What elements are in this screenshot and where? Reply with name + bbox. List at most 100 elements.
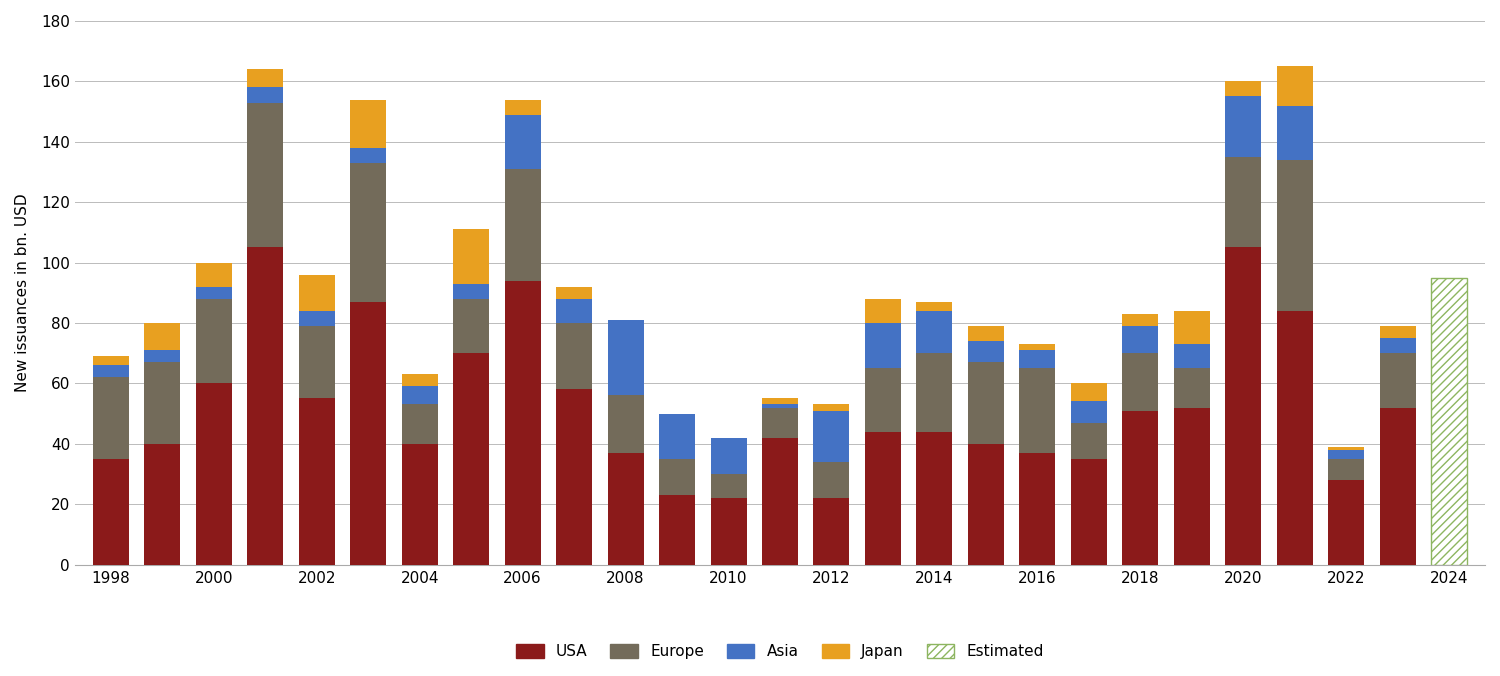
- Bar: [402, 443, 438, 564]
- Bar: [144, 323, 180, 350]
- Bar: [556, 299, 592, 323]
- Bar: [1173, 311, 1209, 344]
- Bar: [351, 99, 387, 148]
- Bar: [1431, 278, 1467, 564]
- Bar: [298, 326, 334, 398]
- Y-axis label: New issuances in bn. USD: New issuances in bn. USD: [15, 193, 30, 392]
- Bar: [1328, 459, 1364, 480]
- Bar: [248, 103, 284, 247]
- Bar: [298, 274, 334, 311]
- Bar: [813, 498, 849, 564]
- Bar: [916, 353, 952, 432]
- Bar: [813, 462, 849, 498]
- Bar: [1173, 344, 1209, 368]
- Bar: [351, 163, 387, 301]
- Bar: [93, 365, 129, 377]
- Bar: [248, 70, 284, 87]
- Bar: [968, 443, 1004, 564]
- Bar: [968, 362, 1004, 443]
- Bar: [453, 229, 489, 284]
- Bar: [865, 368, 901, 432]
- Bar: [711, 474, 747, 498]
- Bar: [1276, 160, 1312, 311]
- Bar: [1122, 326, 1158, 353]
- Bar: [1122, 353, 1158, 410]
- Bar: [504, 281, 540, 564]
- Bar: [762, 438, 798, 564]
- Bar: [504, 115, 540, 169]
- Bar: [504, 169, 540, 281]
- Bar: [608, 453, 644, 564]
- Bar: [248, 87, 284, 103]
- Bar: [1328, 450, 1364, 459]
- Bar: [556, 389, 592, 564]
- Bar: [1020, 453, 1056, 564]
- Bar: [1380, 326, 1416, 338]
- Bar: [402, 404, 438, 443]
- Bar: [1071, 383, 1107, 402]
- Bar: [1071, 422, 1107, 459]
- Bar: [658, 495, 694, 564]
- Bar: [144, 443, 180, 564]
- Bar: [711, 498, 747, 564]
- Bar: [865, 323, 901, 368]
- Bar: [196, 287, 232, 299]
- Bar: [1226, 157, 1262, 247]
- Bar: [916, 311, 952, 353]
- Bar: [1276, 66, 1312, 105]
- Bar: [658, 414, 694, 459]
- Bar: [762, 408, 798, 438]
- Bar: [1071, 459, 1107, 564]
- Bar: [968, 326, 1004, 341]
- Bar: [1226, 247, 1262, 564]
- Bar: [968, 341, 1004, 362]
- Bar: [1173, 368, 1209, 408]
- Bar: [608, 320, 644, 395]
- Bar: [196, 383, 232, 564]
- Bar: [608, 395, 644, 453]
- Bar: [813, 404, 849, 410]
- Bar: [351, 148, 387, 163]
- Bar: [453, 299, 489, 353]
- Bar: [1071, 402, 1107, 422]
- Bar: [1122, 410, 1158, 564]
- Bar: [658, 459, 694, 495]
- Bar: [711, 438, 747, 474]
- Bar: [1020, 368, 1056, 453]
- Bar: [351, 301, 387, 564]
- Bar: [1276, 105, 1312, 160]
- Bar: [1226, 97, 1262, 157]
- Bar: [144, 350, 180, 362]
- Bar: [93, 459, 129, 564]
- Bar: [813, 410, 849, 462]
- Bar: [865, 299, 901, 323]
- Bar: [762, 398, 798, 404]
- Bar: [248, 247, 284, 564]
- Bar: [1020, 344, 1056, 350]
- Bar: [402, 387, 438, 404]
- Bar: [556, 287, 592, 299]
- Bar: [916, 301, 952, 311]
- Bar: [93, 377, 129, 459]
- Bar: [1328, 480, 1364, 564]
- Bar: [1020, 350, 1056, 368]
- Bar: [196, 299, 232, 383]
- Bar: [453, 284, 489, 299]
- Bar: [1276, 311, 1312, 564]
- Bar: [1173, 408, 1209, 564]
- Bar: [1380, 353, 1416, 408]
- Bar: [762, 404, 798, 408]
- Bar: [298, 311, 334, 326]
- Bar: [504, 99, 540, 115]
- Bar: [1122, 314, 1158, 326]
- Bar: [916, 432, 952, 564]
- Bar: [298, 398, 334, 564]
- Bar: [556, 323, 592, 389]
- Bar: [1380, 338, 1416, 353]
- Bar: [402, 375, 438, 387]
- Bar: [196, 262, 232, 287]
- Bar: [144, 362, 180, 443]
- Bar: [865, 432, 901, 564]
- Bar: [1328, 447, 1364, 450]
- Bar: [1226, 81, 1262, 97]
